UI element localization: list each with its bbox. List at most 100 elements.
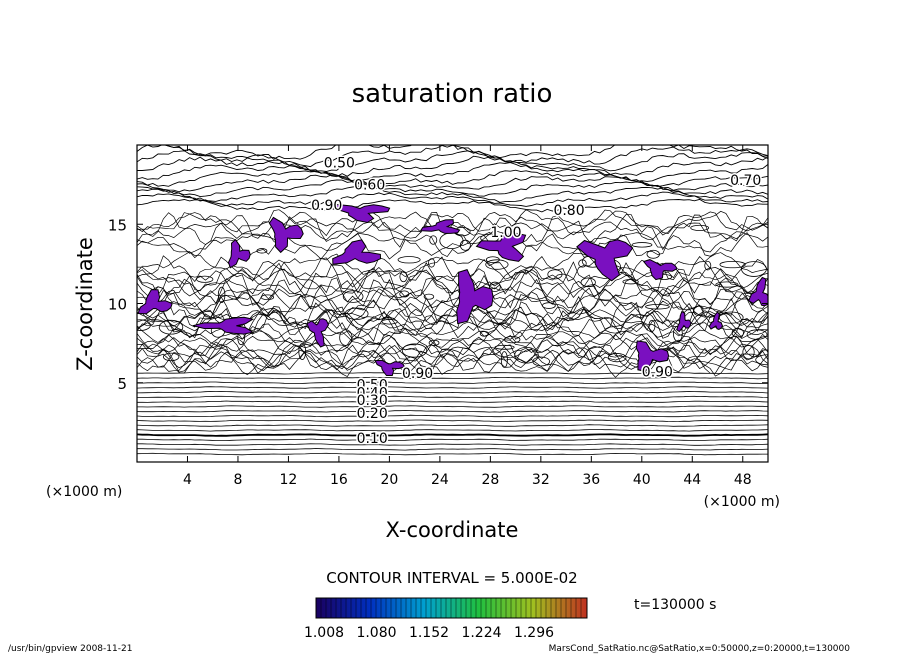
contour-line-lower <box>137 400 768 403</box>
contour-line-lower <box>137 419 768 423</box>
contour-cell <box>489 281 501 293</box>
contour-line-turbulent <box>137 266 768 298</box>
contour-cell <box>428 339 440 346</box>
colorbar-tick-label: 1.080 <box>356 625 396 641</box>
supersaturated-region <box>642 259 678 281</box>
supersaturated-region <box>747 276 768 307</box>
supersaturated-region <box>456 268 494 325</box>
x-axis-ticks: 4 8 12 16 20 24 28 32 36 40 44 48 <box>183 145 752 488</box>
supersaturated-region <box>374 359 406 376</box>
supersaturated-region <box>676 310 692 333</box>
contour-line-lower <box>137 452 768 456</box>
colorbar-stripes <box>315 598 582 618</box>
footer-right: MarsCond_SatRatio.nc@SatRatio,x=0:50000,… <box>549 644 851 654</box>
contour-label: 0.50 <box>357 377 388 393</box>
x-tick-label: 12 <box>280 472 298 488</box>
colorbar-tick-label: 1.296 <box>514 625 554 641</box>
contour-line-turbulent <box>137 328 768 348</box>
contour-cell <box>500 351 508 368</box>
contour-line-lower <box>137 414 768 418</box>
supersaturated-region <box>331 203 391 224</box>
colorbar-tick-label: 1.224 <box>461 625 501 641</box>
x-tick-label: 48 <box>734 472 752 488</box>
contour-line-turbulent <box>137 267 768 297</box>
contour-cell <box>196 275 214 283</box>
contour-cell <box>542 302 556 309</box>
contour-cell <box>690 224 710 231</box>
contour-line-lower <box>137 372 768 375</box>
contour-cell <box>648 319 656 332</box>
contour-label: 0.90 <box>402 366 433 382</box>
supersaturated-region <box>227 238 251 269</box>
contour-line-upper <box>137 191 768 207</box>
contour-line-lower <box>137 376 768 380</box>
colorbar-gradient <box>316 598 587 618</box>
contour-cell <box>429 235 438 245</box>
colorbar-tick-label: 1.008 <box>304 625 344 641</box>
contour-label: 0.10 <box>357 431 388 447</box>
contour-label: 0.30 <box>357 393 388 409</box>
contour-cell <box>504 336 521 344</box>
contour-line-turbulent <box>137 230 768 256</box>
contour-cell <box>339 329 353 346</box>
colorbar: 1.008 1.080 1.152 1.224 1.296 <box>304 597 588 641</box>
contour-line-lower <box>137 438 768 441</box>
contour-label: 0.50 <box>324 155 355 171</box>
contour-line-upper <box>137 150 768 172</box>
contour-line-turbulent <box>137 333 768 369</box>
x-tick-label: 16 <box>330 472 348 488</box>
contour-line-turbulent <box>137 287 768 319</box>
contour-line-lower <box>137 424 768 427</box>
supersaturated-region <box>268 216 304 254</box>
colorbar-tick-label: 1.152 <box>409 625 449 641</box>
contour-cell <box>741 261 767 277</box>
contour-line-upper <box>137 179 768 198</box>
contour-line-lower <box>137 448 768 451</box>
contour-line-upper <box>137 162 768 182</box>
contour-cell <box>715 281 739 288</box>
colorbar-tick-labels: 1.008 1.080 1.152 1.224 1.296 <box>304 625 554 641</box>
contour-cell <box>397 256 421 264</box>
contour-label: 0.90 <box>642 365 673 381</box>
colorbar-frame <box>315 597 588 619</box>
x-tick-label: 28 <box>481 472 499 488</box>
contour-cell <box>731 327 744 338</box>
y-unit-note: (×1000 m) <box>46 484 122 500</box>
supersaturated-region <box>137 289 173 315</box>
contour-line-turbulent <box>137 286 768 318</box>
contour-cell <box>485 259 509 270</box>
supersaturated-region <box>475 232 527 262</box>
x-tick-label: 40 <box>633 472 651 488</box>
contour-line-turbulent <box>137 308 768 332</box>
contour-cell <box>137 319 151 331</box>
x-tick-label: 24 <box>431 472 449 488</box>
contour-cell <box>256 248 268 254</box>
contour-cell <box>344 307 369 320</box>
supersaturated-region <box>332 239 382 265</box>
supersaturated-region <box>419 219 461 234</box>
contour-cell <box>631 242 653 248</box>
contour-line-turbulent <box>137 209 768 236</box>
contour-cell <box>514 346 539 364</box>
supersaturated-regions <box>137 203 768 376</box>
x-tick-label: 32 <box>532 472 550 488</box>
supersaturated-region <box>306 318 330 348</box>
x-unit-note: (×1000 m) <box>704 494 780 510</box>
contour-line-lower <box>137 386 768 389</box>
contour-line-lower <box>137 429 768 432</box>
contour-line-upper <box>137 198 768 213</box>
contour-cell <box>381 319 398 325</box>
contour-cell <box>547 269 563 280</box>
contour-line-lower <box>137 381 768 384</box>
x-tick-label: 44 <box>683 472 701 488</box>
supersaturated-region <box>576 239 634 282</box>
contour-cell <box>342 290 364 303</box>
contour-line-turbulent <box>137 306 768 332</box>
x-axis-label: X-coordinate <box>386 518 519 542</box>
contour-cell <box>580 277 596 288</box>
contour-cell <box>645 304 670 310</box>
contour-cell <box>719 260 746 269</box>
supersaturated-region <box>708 311 724 331</box>
contour-label: 0.90 <box>311 198 342 214</box>
contour-label: 1.00 <box>490 225 521 241</box>
